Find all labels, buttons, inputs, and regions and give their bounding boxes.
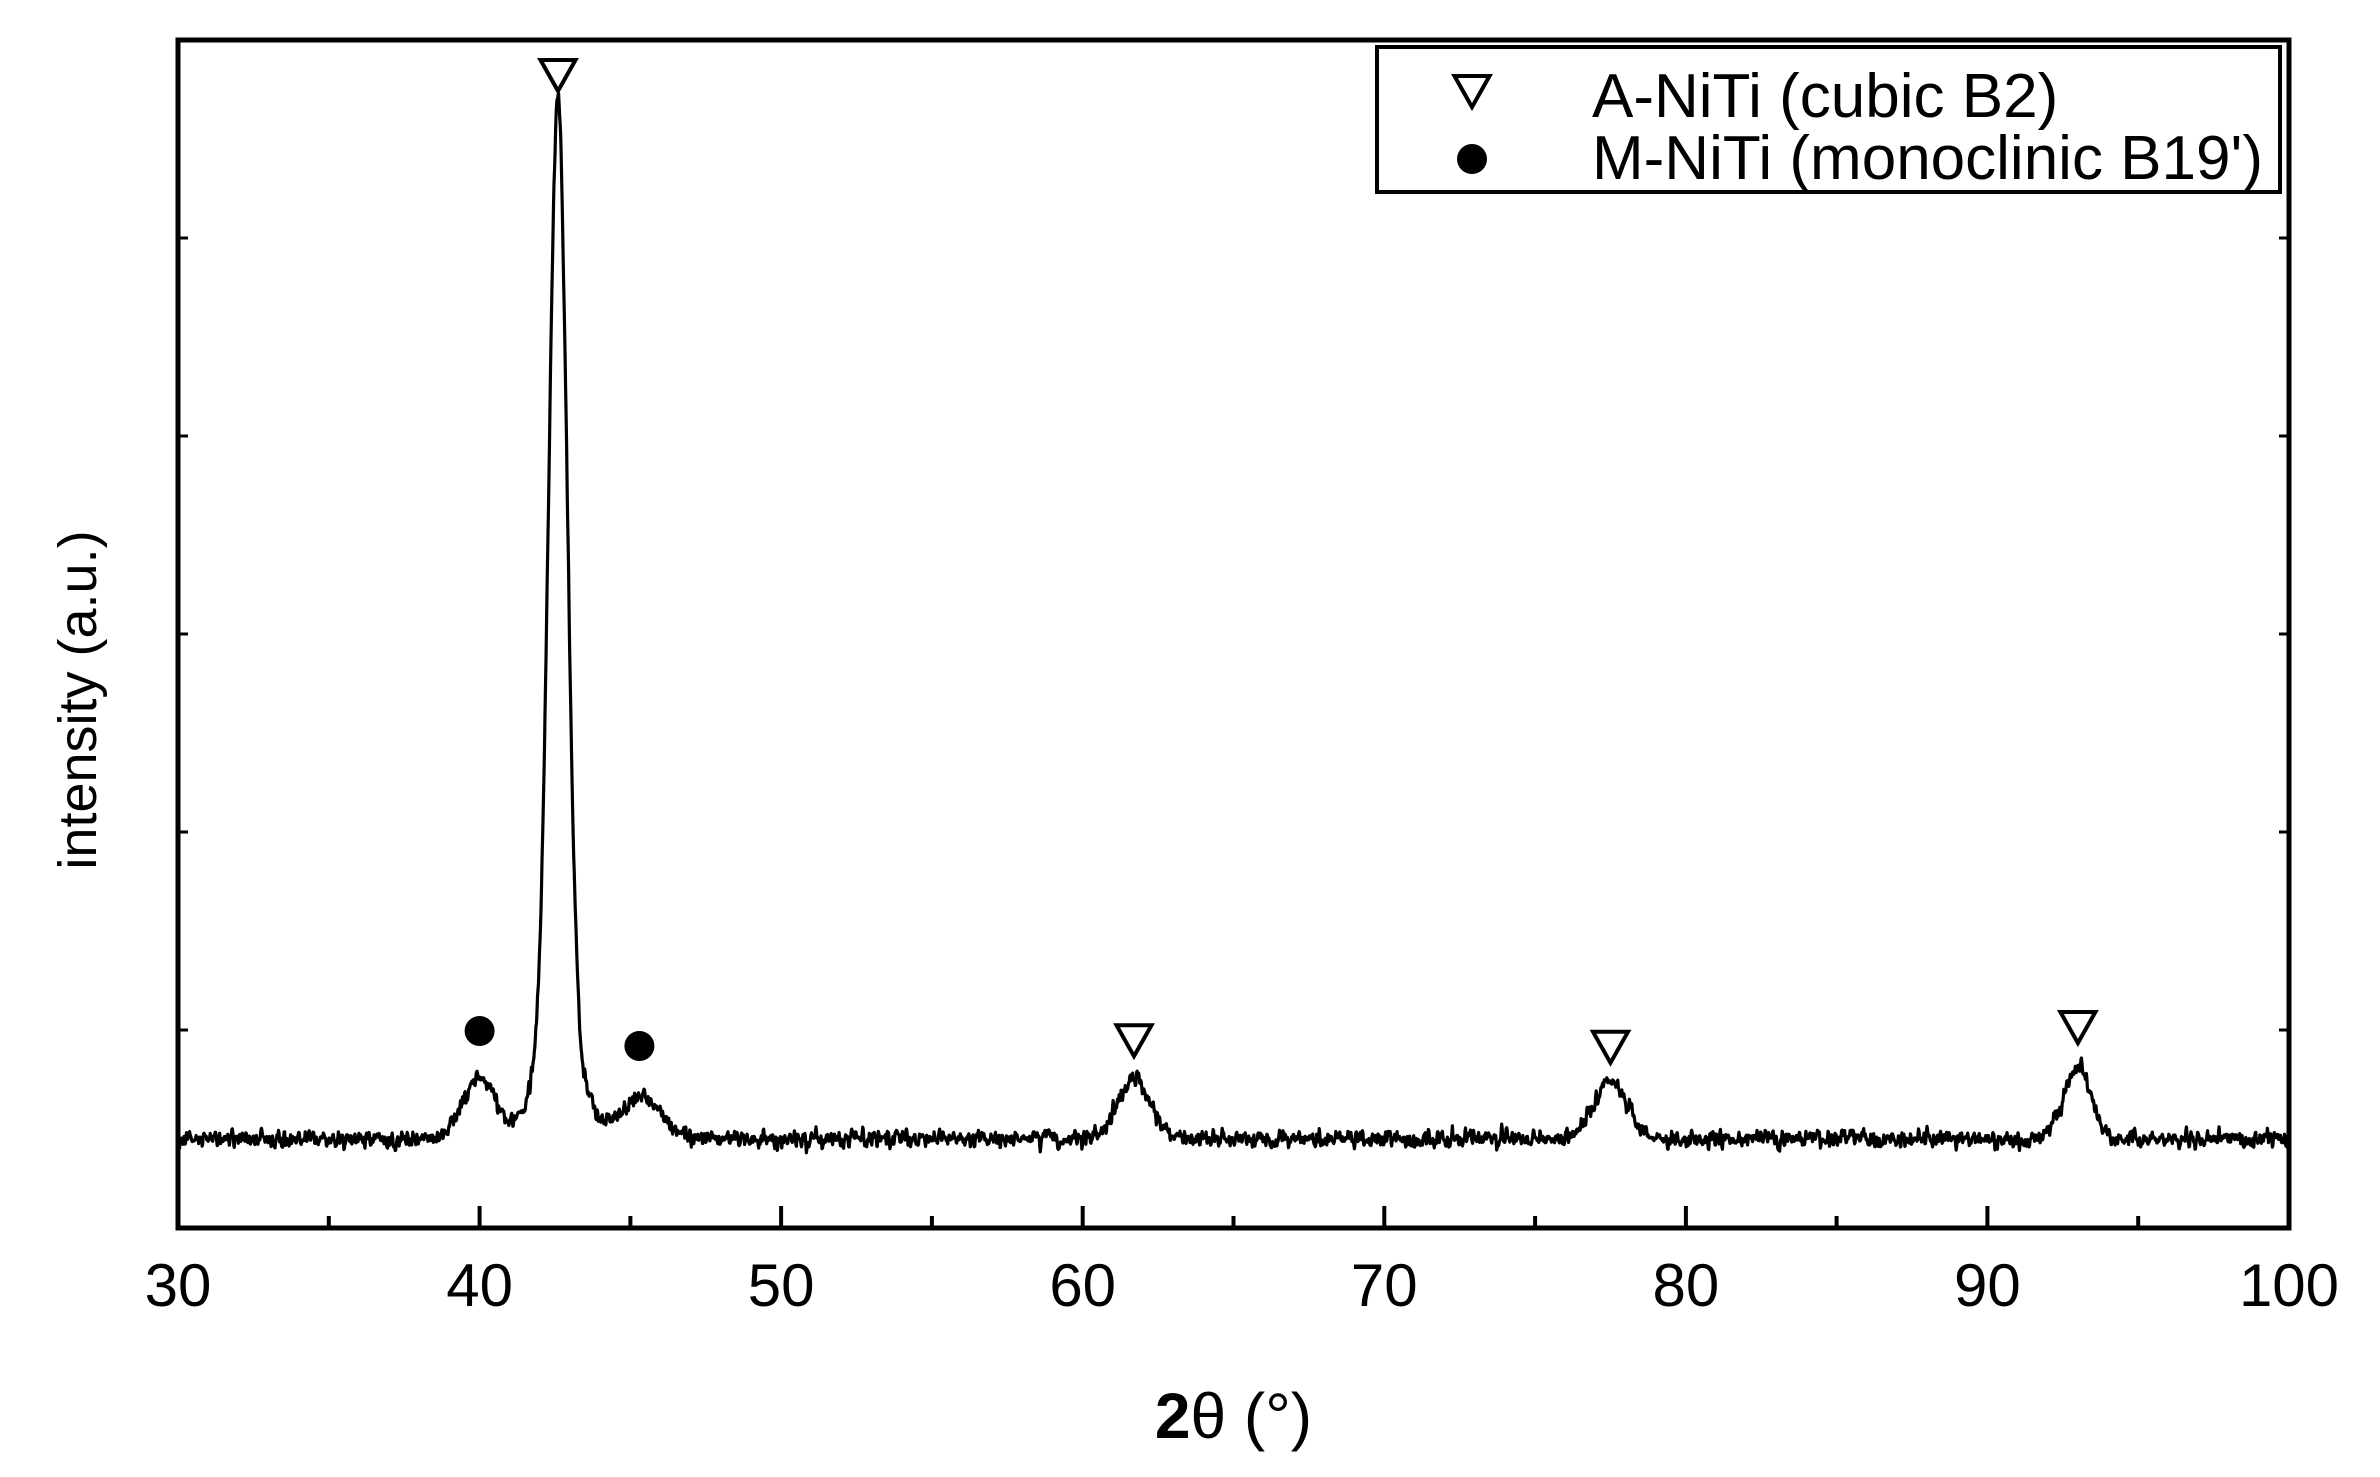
svg-text:50: 50 [748, 1252, 815, 1319]
svg-text:40: 40 [446, 1252, 513, 1319]
svg-text:100: 100 [2239, 1252, 2339, 1319]
svg-text:A-NiTi (cubic B2): A-NiTi (cubic B2) [1592, 62, 2058, 131]
svg-text:30: 30 [145, 1252, 212, 1319]
svg-text:90: 90 [1954, 1252, 2021, 1319]
svg-text:80: 80 [1653, 1252, 1720, 1319]
svg-text:70: 70 [1351, 1252, 1418, 1319]
svg-text:M-NiTi (monoclinic B19'): M-NiTi (monoclinic B19') [1592, 124, 2263, 193]
svg-text:60: 60 [1049, 1252, 1116, 1319]
svg-text:intensity (a.u.): intensity (a.u.) [48, 530, 108, 869]
svg-text:2θ (°): 2θ (°) [1155, 1380, 1312, 1452]
